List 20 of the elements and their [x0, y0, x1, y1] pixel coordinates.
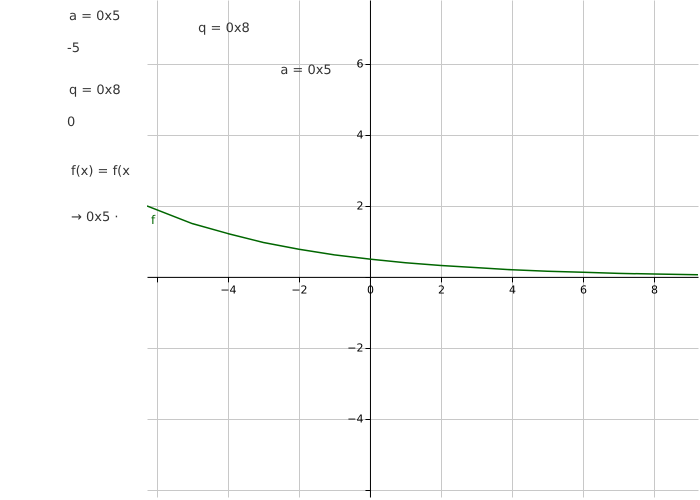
text: 0	[67, 115, 76, 130]
text: f(x) = f(x	[71, 164, 130, 179]
y-tick-label: −4	[347, 412, 364, 426]
x-tick-label: −4	[220, 283, 237, 296]
text: -5	[67, 41, 80, 56]
text: a = 0x5	[69, 9, 120, 24]
x-tick-label: 4	[508, 283, 516, 296]
annotation: q = 0x8	[198, 21, 250, 36]
x-tick-label: 2	[438, 283, 445, 296]
y-tick-label: −2	[347, 341, 364, 354]
x-tick-label: −2	[291, 283, 308, 296]
series-label: f	[151, 212, 156, 227]
y-tick-label: 2	[356, 199, 364, 212]
x-tick-label: 8	[650, 283, 658, 296]
x-tick-label: 6	[580, 283, 587, 296]
text: → 0x5 ·	[71, 210, 119, 225]
text: q = 0x8	[69, 83, 121, 98]
annotation: a = 0x5	[280, 63, 332, 78]
y-tick-label: 4	[356, 128, 364, 142]
y-tick-label: 6	[356, 57, 364, 70]
